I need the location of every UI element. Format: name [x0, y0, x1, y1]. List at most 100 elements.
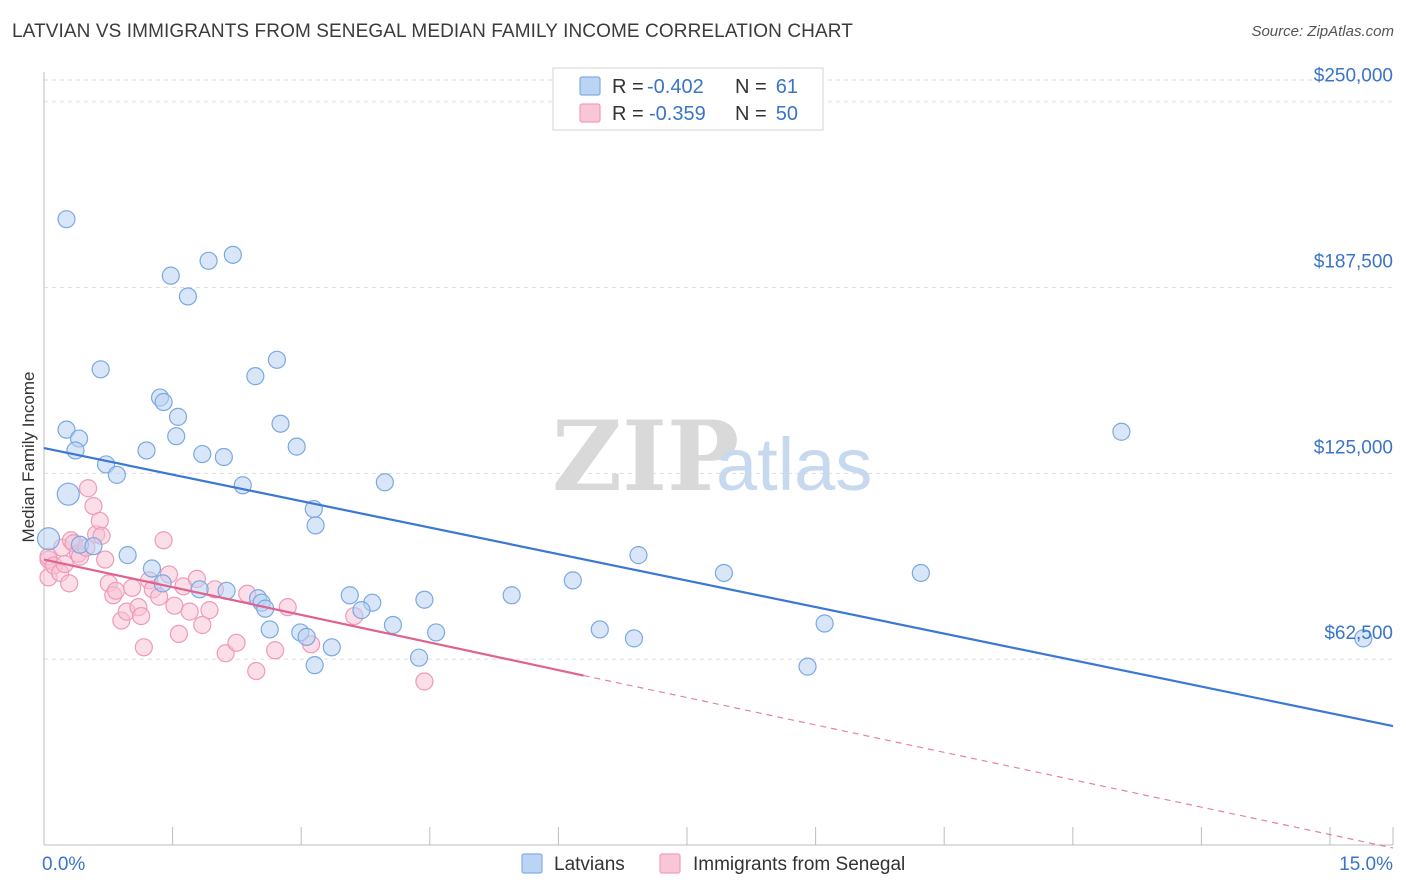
point-latvian	[322, 638, 341, 657]
point-latvian	[271, 414, 290, 433]
point-latvian	[267, 350, 287, 369]
point-latvian	[193, 444, 212, 464]
point-latvian	[340, 586, 359, 605]
point-latvian	[415, 590, 434, 609]
point-latvian	[118, 546, 137, 565]
point-latvian	[297, 627, 316, 646]
series-latvians-points	[36, 210, 1373, 676]
point-latvian	[199, 251, 218, 270]
point-latvian	[352, 601, 371, 620]
chart-title: LATVIAN VS IMMIGRANTS FROM SENEGAL MEDIA…	[12, 21, 853, 42]
point-latvian	[798, 657, 817, 676]
point-senegal	[247, 661, 266, 681]
y-tick-label: $62,500	[1324, 623, 1393, 644]
y-tick-label: $187,500	[1314, 252, 1393, 273]
point-latvian	[815, 614, 834, 633]
stats-swatch-latvians	[579, 76, 601, 96]
point-senegal	[169, 624, 188, 644]
point-latvian	[214, 447, 233, 467]
point-latvian	[178, 287, 197, 306]
stats-n-label-senegal: N =	[735, 103, 767, 125]
point-senegal	[132, 606, 151, 626]
legend-swatch-senegal	[659, 853, 681, 874]
legend-swatch-latvians	[521, 853, 543, 874]
point-senegal	[200, 601, 219, 620]
point-latvian	[375, 473, 394, 492]
series-senegal-points	[39, 479, 434, 691]
point-latvian	[161, 266, 180, 285]
point-latvian	[563, 571, 582, 590]
point-latvian	[36, 527, 61, 551]
stats-r-label-latvians: R =	[612, 76, 644, 98]
point-latvian	[383, 615, 403, 635]
point-senegal	[60, 574, 79, 593]
stats-r-value-senegal: -0.359	[649, 103, 706, 125]
trend-line-latvians	[43, 447, 1394, 728]
point-latvian	[142, 559, 162, 578]
watermark: ZIP atlas	[552, 400, 872, 513]
y-tick-labels: $62,500 $125,000 $187,500 $250,000	[1314, 66, 1393, 644]
point-senegal	[134, 638, 153, 657]
point-latvian	[168, 407, 188, 426]
point-latvian	[624, 629, 644, 648]
point-senegal	[193, 615, 212, 635]
x-tick-label-max: 15.0%	[1339, 854, 1393, 875]
point-senegal	[96, 550, 115, 569]
point-latvian	[246, 367, 265, 386]
point-latvian	[56, 482, 80, 506]
stats-swatch-senegal	[579, 103, 601, 123]
legend-label-latvians: Latvians	[554, 854, 625, 875]
point-latvian	[409, 648, 429, 667]
point-latvian	[260, 620, 279, 639]
point-latvian	[629, 546, 648, 565]
point-senegal	[123, 578, 142, 597]
point-latvian	[287, 437, 306, 456]
y-axis-label: Median Family Income	[19, 371, 38, 542]
point-senegal	[227, 633, 246, 652]
source-credit: Source: ZipAtlas.com	[1251, 23, 1394, 40]
point-latvian	[154, 392, 173, 412]
point-latvian	[502, 586, 521, 605]
axes	[43, 72, 1394, 846]
point-latvian	[57, 420, 76, 439]
point-senegal	[415, 672, 434, 691]
point-latvian	[306, 516, 325, 535]
point-latvian	[305, 656, 324, 675]
point-latvian	[84, 537, 103, 556]
legend: Latvians Immigrants from Senegal	[521, 853, 905, 875]
point-latvian	[137, 441, 156, 460]
point-latvian	[590, 620, 609, 639]
stats-r-value-latvians: -0.402	[647, 76, 704, 98]
point-senegal	[106, 581, 126, 600]
y-tick-label: $250,000	[1314, 66, 1393, 87]
watermark-atlas: atlas	[716, 423, 872, 506]
point-latvian	[714, 563, 733, 583]
point-senegal	[154, 531, 173, 550]
point-latvian	[57, 210, 76, 229]
point-latvian	[1354, 629, 1373, 648]
trend-line-senegal	[43, 558, 584, 677]
point-senegal	[78, 479, 98, 498]
stats-r-label-senegal: R =	[612, 103, 644, 125]
watermark-zip: ZIP	[552, 400, 739, 513]
point-latvian	[1112, 422, 1131, 441]
x-tick-label-min: 0.0%	[42, 854, 85, 875]
point-senegal	[266, 641, 285, 660]
point-latvian	[427, 623, 446, 642]
point-latvian	[91, 360, 110, 379]
point-latvian	[911, 563, 930, 583]
stats-box: R = -0.402 N = 61 R = -0.359 N = 50	[552, 67, 824, 131]
trend-lines	[43, 447, 1394, 849]
stats-n-value-senegal: 50	[776, 103, 798, 125]
stats-n-value-latvians: 61	[776, 76, 798, 98]
point-latvian	[167, 427, 186, 446]
point-senegal	[165, 596, 184, 615]
point-latvian	[223, 245, 242, 264]
legend-label-senegal: Immigrants from Senegal	[693, 854, 905, 875]
y-tick-label: $125,000	[1314, 437, 1393, 458]
stats-n-label-latvians: N =	[735, 76, 767, 98]
point-senegal	[180, 602, 199, 621]
point-latvian	[107, 465, 126, 484]
x-tick-labels: 0.0% 15.0%	[42, 854, 1393, 875]
